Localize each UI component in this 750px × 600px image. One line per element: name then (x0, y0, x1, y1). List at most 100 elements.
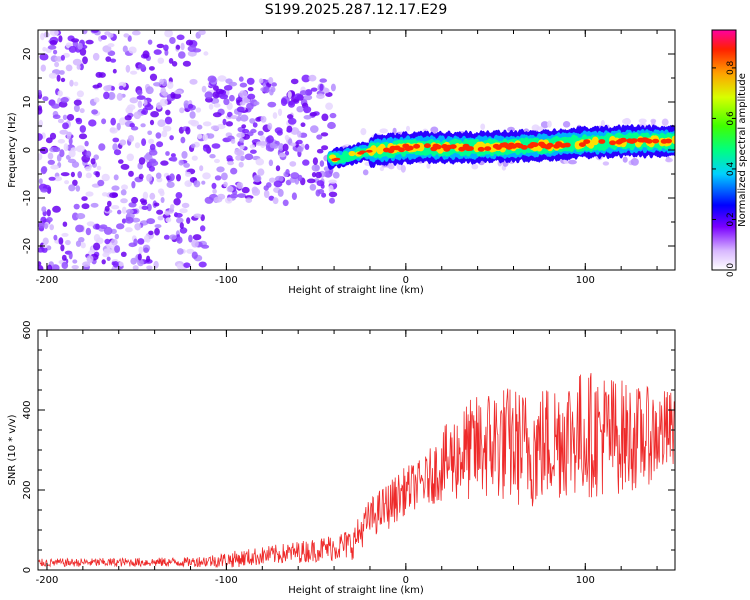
spectrogram-blob (188, 103, 194, 109)
spectrogram-blob (141, 205, 149, 210)
spectrogram-blob (75, 240, 82, 247)
x-tick-label: 100 (576, 275, 595, 286)
spectrogram-blob (132, 265, 139, 270)
spectrogram-blob (303, 94, 313, 101)
spectrogram-blob (159, 98, 168, 107)
snr-ylabel: SNR (10 * v/v) (7, 414, 18, 485)
spectrogram-blob (124, 227, 133, 233)
spectrogram-blob (285, 169, 290, 175)
spectrogram-blob (163, 44, 169, 51)
spectrogram-blob (57, 90, 63, 97)
spectrogram-ridge (434, 144, 442, 150)
spectrogram-ridge (520, 145, 528, 150)
spectrogram-blob (82, 261, 91, 268)
spectrogram-blob (153, 49, 162, 55)
spectrogram-blob (173, 198, 181, 206)
spectrogram-ridge (630, 138, 638, 144)
spectrogram-blob (379, 128, 389, 134)
spectrogram-ridge (413, 143, 421, 149)
spectrogram-blob (52, 146, 61, 153)
spectrogram-blob (120, 189, 127, 196)
spectrogram-blob (91, 30, 99, 33)
spectrogram-blob (154, 224, 162, 229)
spectrogram-ridge (546, 142, 554, 148)
x-tick-label: -100 (215, 275, 238, 286)
spectrogram-blob (178, 51, 186, 59)
spectrogram-blob (65, 239, 71, 246)
spectrogram-blob (238, 161, 244, 168)
spectrogram-blob (53, 176, 63, 182)
spectrogram-blob (211, 143, 221, 149)
spectrogram-blob (287, 101, 296, 108)
spectrogram-blob (60, 54, 65, 61)
spectrogram-blob (260, 115, 267, 123)
spectrogram-blob (168, 58, 174, 64)
spectrogram-blob (257, 168, 265, 176)
spectrogram-blob (201, 180, 206, 185)
spectrogram-blob (77, 171, 82, 179)
spectrogram-blob (198, 261, 207, 268)
spectrogram-blob (88, 119, 97, 127)
spectrogram-blob (134, 142, 141, 149)
spectrogram-blob (236, 106, 245, 113)
spectrogram-blob (562, 121, 571, 128)
spectrogram-blob (58, 101, 68, 108)
spectrogram-blob (317, 189, 325, 194)
snr-frame (37, 329, 676, 571)
spectrogram-blob (171, 61, 178, 67)
spectrogram-blob (153, 202, 160, 207)
spectrogram-blob (141, 200, 148, 206)
spectrogram-blob (70, 38, 80, 43)
spectrogram-blob (238, 76, 244, 82)
spectrogram-blob (471, 163, 479, 170)
spectrogram-blob (119, 139, 127, 146)
spectrogram-blob (110, 238, 118, 246)
x-tick-label: 0 (403, 275, 409, 286)
spectrogram-blob (133, 111, 142, 120)
spectrogram-blob (176, 236, 183, 244)
colorbar-gradient (711, 29, 737, 271)
spectrogram-blob (161, 130, 168, 138)
spectrogram-blob (41, 166, 48, 174)
spectrogram-blob (112, 137, 120, 143)
spectrogram-blob (110, 58, 117, 63)
spectrogram-ridge (578, 142, 586, 148)
spectrogram-blob (213, 103, 221, 108)
spectrogram-blob (159, 78, 165, 85)
spectrogram-blob (129, 97, 139, 104)
spectrogram-blob (103, 248, 112, 255)
spectrogram-blob (61, 261, 69, 269)
colorbar-tick-label: 0.6 (726, 111, 736, 126)
spectrogram-blob (58, 35, 63, 43)
colorbar-tick-label: 0.4 (726, 162, 736, 177)
spectrogram-blob (48, 72, 57, 79)
spectrogram-blob (284, 134, 290, 141)
spectrogram-blob (114, 245, 121, 253)
spectrogram-blob (101, 192, 108, 197)
spectrogram-blob (266, 135, 274, 144)
spectrogram-blob (309, 112, 317, 117)
spectrogram-blob (241, 186, 250, 194)
spectrogram-blob (622, 156, 628, 163)
spectrogram-blob (147, 130, 153, 136)
spectrogram-blob (107, 43, 115, 48)
spectrogram-blob (73, 203, 80, 210)
spectrogram-blob (170, 153, 176, 158)
spectrogram-blob (195, 107, 202, 113)
spectrogram-blob (60, 97, 69, 103)
spectrogram-blob (306, 178, 316, 184)
spectrogram-blob (146, 203, 152, 212)
spectrogram-blob (290, 78, 299, 85)
spectrogram-blob (547, 120, 552, 128)
spectrogram-blob (52, 114, 61, 119)
spectrogram-blob (164, 30, 173, 38)
spectrogram-blob (93, 234, 101, 242)
spectrogram-blob (320, 132, 329, 137)
spectrogram-blob (68, 184, 76, 192)
spectrogram-blob (110, 86, 115, 91)
spectrogram-blob (142, 50, 150, 59)
spectrogram-blob (263, 190, 270, 198)
spectrogram-ridge (359, 150, 367, 154)
